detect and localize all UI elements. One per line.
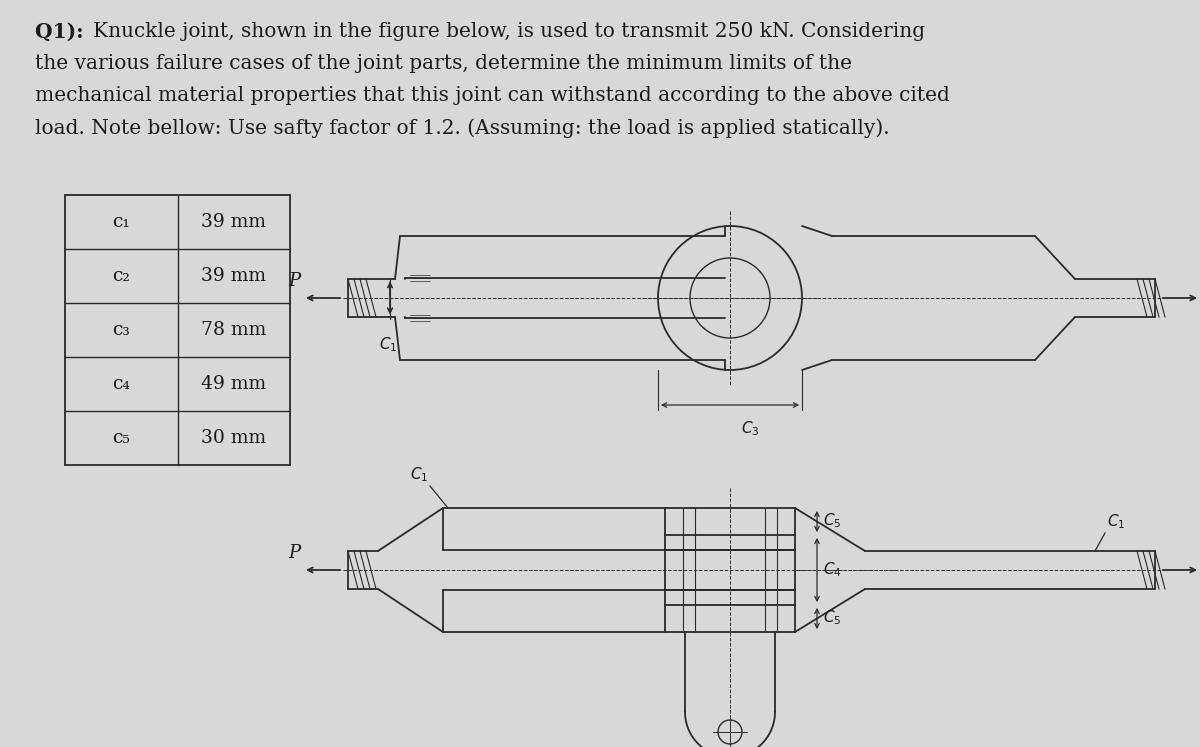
Text: c₃: c₃ <box>113 321 130 339</box>
Text: $C_1$: $C_1$ <box>409 465 428 484</box>
Text: 49 mm: 49 mm <box>202 375 266 393</box>
Text: $C_1$: $C_1$ <box>1108 512 1126 531</box>
Text: 39 mm: 39 mm <box>202 213 266 231</box>
Text: P: P <box>288 272 300 290</box>
Text: c₄: c₄ <box>113 375 130 393</box>
Text: c₅: c₅ <box>113 429 130 447</box>
Text: P: P <box>288 544 300 562</box>
Text: $C_5$: $C_5$ <box>823 512 841 530</box>
Text: $C_1$: $C_1$ <box>379 335 397 353</box>
Text: Q1):: Q1): <box>35 22 91 42</box>
Text: $C_4$: $C_4$ <box>823 561 841 580</box>
Text: Knuckle joint, shown in the figure below, is used to transmit 250 kN. Considerin: Knuckle joint, shown in the figure below… <box>94 22 925 41</box>
Text: c₁: c₁ <box>113 213 130 231</box>
Text: the various failure cases of the joint parts, determine the minimum limits of th: the various failure cases of the joint p… <box>35 54 852 73</box>
Text: mechanical material properties that this joint can withstand according to the ab: mechanical material properties that this… <box>35 86 950 105</box>
Text: load. Note bellow: Use safty factor of 1.2. (Assuming: the load is applied stati: load. Note bellow: Use safty factor of 1… <box>35 118 889 137</box>
Text: 78 mm: 78 mm <box>202 321 266 339</box>
Text: $C_5$: $C_5$ <box>823 609 841 627</box>
Text: c₂: c₂ <box>113 267 130 285</box>
Text: $C_3$: $C_3$ <box>740 419 760 438</box>
Text: 39 mm: 39 mm <box>202 267 266 285</box>
Text: 30 mm: 30 mm <box>202 429 266 447</box>
